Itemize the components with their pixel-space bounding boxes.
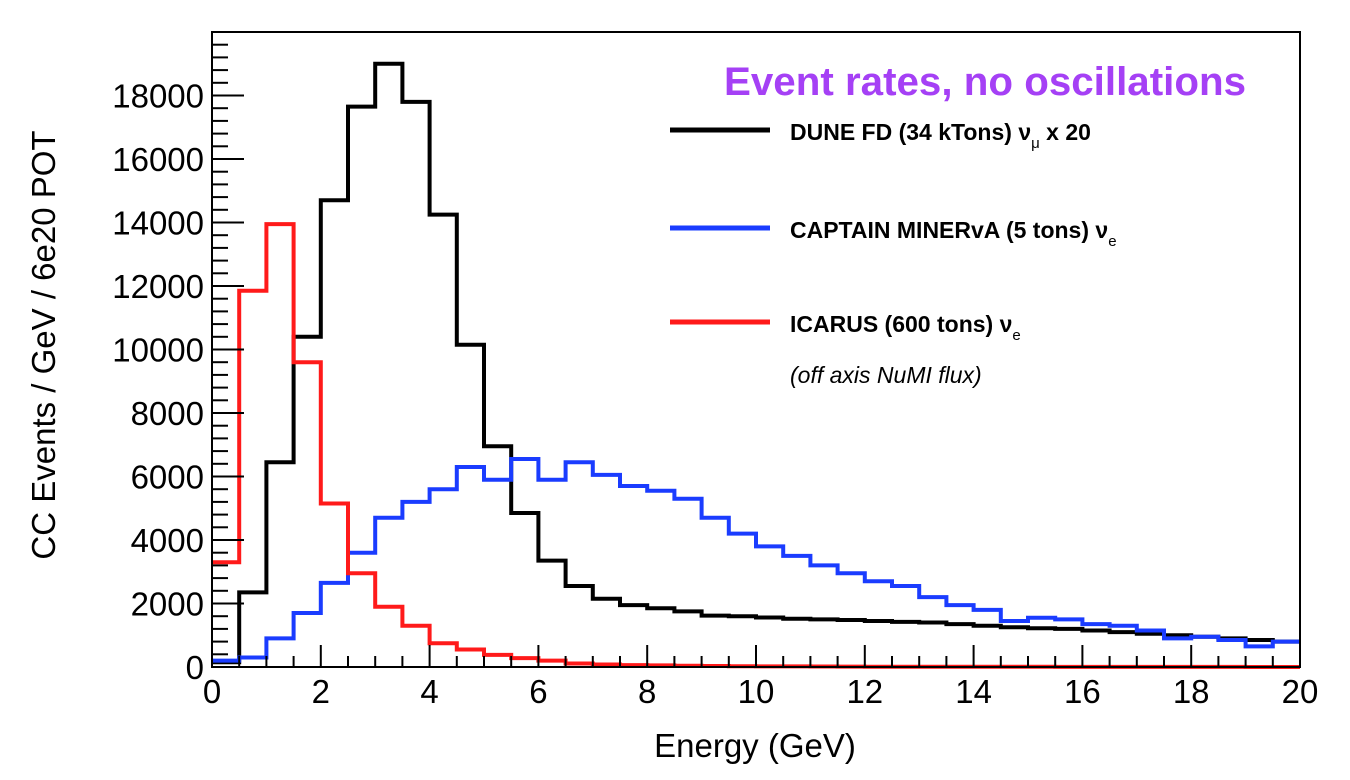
x-tick-label: 16 — [1064, 673, 1101, 710]
legend-label-2: ICARUS (600 tons) νe — [790, 311, 1021, 344]
y-tick-label: 18000 — [112, 78, 204, 115]
series-line-1 — [212, 457, 1300, 663]
y-tick-label: 4000 — [131, 522, 204, 559]
x-tick-label: 4 — [420, 673, 438, 710]
x-tick-label: 6 — [529, 673, 547, 710]
x-tick-label: 2 — [312, 673, 330, 710]
y-tick-label: 6000 — [131, 459, 204, 496]
y-tick-label: 12000 — [112, 268, 204, 305]
y-tick-label: 10000 — [112, 332, 204, 369]
x-axis-label: Energy (GeV) — [654, 727, 856, 764]
series-line-2 — [212, 222, 1300, 669]
y-tick-label: 8000 — [131, 395, 204, 432]
series-line-0 — [212, 61, 1300, 665]
x-tick-label: 12 — [846, 673, 883, 710]
y-axis-label: CC Events / GeV / 6e20 POT — [25, 130, 62, 559]
legend-note: (off axis NuMI flux) — [790, 362, 982, 388]
y-tick-label: 14000 — [112, 205, 204, 242]
chart-title: Event rates, no oscillations — [724, 60, 1246, 104]
x-tick-label: 0 — [203, 673, 221, 710]
legend: DUNE FD (34 kTons) νμ x 20 CAPTAIN MINERv… — [670, 119, 1117, 388]
x-tick-label: 8 — [638, 673, 656, 710]
legend-label-1: CAPTAIN MINERvA (5 tons) νe — [790, 217, 1117, 250]
legend-label-0: DUNE FD (34 kTons) νμ x 20 — [790, 119, 1091, 152]
y-tick-label: 0 — [186, 649, 204, 686]
y-tick-label: 2000 — [131, 586, 204, 623]
x-tick-label: 10 — [738, 673, 775, 710]
x-tick-label: 20 — [1282, 673, 1319, 710]
y-tick-label: 16000 — [112, 141, 204, 178]
x-tick-label: 18 — [1173, 673, 1210, 710]
x-tick-label: 14 — [955, 673, 992, 710]
